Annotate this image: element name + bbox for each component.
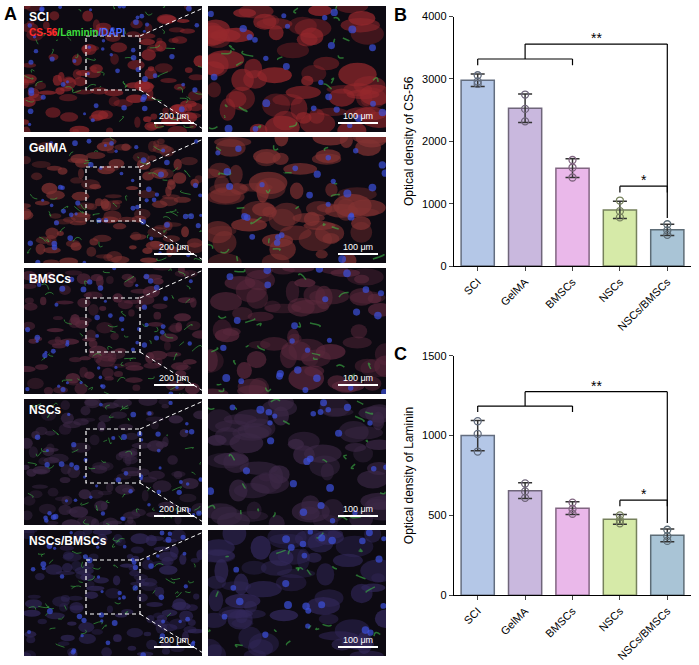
svg-text:*: * — [641, 172, 647, 188]
svg-text:BMSCs: BMSCs — [543, 275, 578, 310]
svg-text:GelMA: GelMA — [498, 275, 531, 308]
svg-text:SCI: SCI — [462, 276, 483, 297]
svg-text:C: C — [394, 344, 407, 364]
svg-text:GelMA: GelMA — [29, 141, 67, 155]
svg-text:1000: 1000 — [422, 198, 446, 210]
svg-text:100 μm: 100 μm — [343, 111, 373, 121]
svg-text:NSCs/BMSCs: NSCs/BMSCs — [615, 275, 673, 333]
svg-text:100 μm: 100 μm — [343, 242, 373, 252]
svg-text:SCI: SCI — [462, 605, 483, 626]
svg-text:NSCs: NSCs — [596, 605, 625, 634]
svg-text:NSCs: NSCs — [29, 403, 61, 417]
svg-text:2000: 2000 — [422, 135, 446, 147]
svg-text:NSCs/BMSCs: NSCs/BMSCs — [29, 534, 107, 548]
svg-text:0: 0 — [440, 589, 446, 601]
svg-text:SCI: SCI — [29, 10, 49, 24]
svg-text:100 μm: 100 μm — [343, 504, 373, 514]
svg-text:3000: 3000 — [422, 73, 446, 85]
svg-text:4000: 4000 — [422, 10, 446, 22]
svg-text:B: B — [394, 5, 407, 25]
svg-text:1500: 1500 — [422, 350, 446, 362]
svg-text:200 μm: 200 μm — [159, 635, 189, 645]
svg-text:100 μm: 100 μm — [343, 373, 373, 383]
svg-text:**: ** — [591, 30, 602, 46]
svg-text:200 μm: 200 μm — [159, 111, 189, 121]
svg-text:200 μm: 200 μm — [159, 242, 189, 252]
svg-text:A: A — [4, 4, 17, 24]
svg-text:100 μm: 100 μm — [343, 635, 373, 645]
svg-text:500: 500 — [428, 509, 446, 521]
svg-text:*: * — [641, 486, 647, 502]
svg-text:BMSCs: BMSCs — [543, 605, 578, 640]
svg-text:1000: 1000 — [422, 429, 446, 441]
svg-text:200 μm: 200 μm — [159, 373, 189, 383]
svg-text:0: 0 — [440, 260, 446, 272]
svg-text:Optical density of CS-56: Optical density of CS-56 — [402, 76, 416, 206]
svg-text:NSCs: NSCs — [596, 275, 625, 304]
svg-text:CS-56/Laminin/DAPI: CS-56/Laminin/DAPI — [29, 27, 125, 38]
svg-text:Optical density of Laminin: Optical density of Laminin — [402, 407, 416, 544]
svg-text:BMSCs: BMSCs — [29, 272, 71, 286]
svg-text:GelMA: GelMA — [498, 604, 531, 637]
svg-text:**: ** — [591, 378, 602, 394]
svg-text:200 μm: 200 μm — [159, 504, 189, 514]
svg-text:NSCs/BMSCs: NSCs/BMSCs — [615, 605, 673, 663]
